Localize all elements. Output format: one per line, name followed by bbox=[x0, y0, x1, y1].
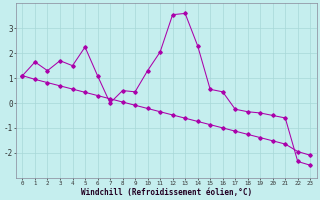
X-axis label: Windchill (Refroidissement éolien,°C): Windchill (Refroidissement éolien,°C) bbox=[81, 188, 252, 197]
